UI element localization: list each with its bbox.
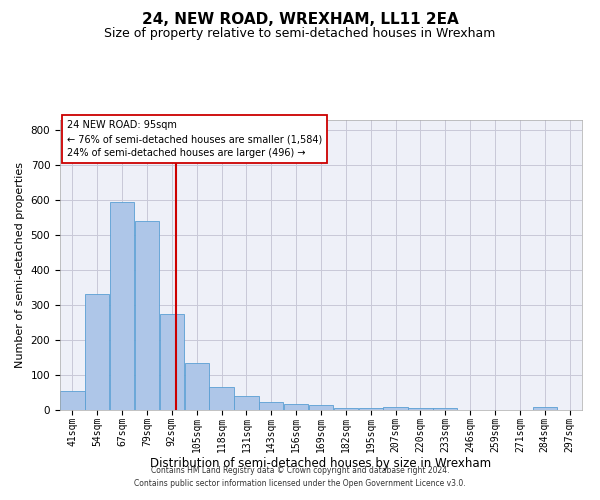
Bar [433, 408, 457, 410]
Bar [110, 202, 134, 410]
Bar [259, 402, 283, 410]
Bar [160, 314, 184, 410]
Bar [185, 363, 209, 410]
Text: Size of property relative to semi-detached houses in Wrexham: Size of property relative to semi-detach… [104, 28, 496, 40]
Bar [334, 408, 358, 410]
Bar [383, 407, 408, 410]
Bar [135, 222, 159, 410]
Bar [284, 404, 308, 410]
Text: Contains HM Land Registry data © Crown copyright and database right 2024.
Contai: Contains HM Land Registry data © Crown c… [134, 466, 466, 487]
Bar [234, 396, 259, 410]
Text: 24 NEW ROAD: 95sqm
← 76% of semi-detached houses are smaller (1,584)
24% of semi: 24 NEW ROAD: 95sqm ← 76% of semi-detache… [67, 120, 322, 158]
Bar [60, 391, 85, 410]
Bar [533, 407, 557, 410]
Bar [85, 294, 109, 410]
Bar [359, 408, 383, 410]
Text: 24, NEW ROAD, WREXHAM, LL11 2EA: 24, NEW ROAD, WREXHAM, LL11 2EA [142, 12, 458, 28]
Y-axis label: Number of semi-detached properties: Number of semi-detached properties [15, 162, 25, 368]
Bar [309, 406, 333, 410]
Bar [209, 388, 234, 410]
Bar [408, 408, 433, 410]
X-axis label: Distribution of semi-detached houses by size in Wrexham: Distribution of semi-detached houses by … [151, 457, 491, 470]
